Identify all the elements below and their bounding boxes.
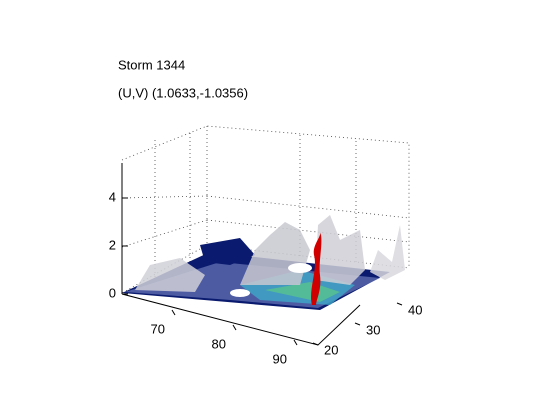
x-tick-label: 70 xyxy=(151,321,165,336)
x-tick xyxy=(293,339,298,346)
y-tick xyxy=(396,302,403,306)
x-tick xyxy=(171,309,176,316)
z-tick-label: 2 xyxy=(109,237,116,252)
y-tick-label: 30 xyxy=(366,322,380,337)
y-tick xyxy=(312,342,319,346)
subtitle: (U,V) (1.0633,-1.0356) xyxy=(118,85,248,100)
y-tick-label: 20 xyxy=(324,342,338,357)
z-tick-label: 0 xyxy=(109,285,116,300)
y-tick-label: 40 xyxy=(408,302,422,317)
x-tick xyxy=(232,324,237,331)
z-tick-label: 4 xyxy=(109,189,116,204)
x-tick-label: 80 xyxy=(212,336,226,351)
x-tick-label: 90 xyxy=(273,351,287,366)
title: Storm 1344 xyxy=(118,57,185,72)
storm-visualization xyxy=(122,215,405,310)
y-tick xyxy=(354,322,361,326)
